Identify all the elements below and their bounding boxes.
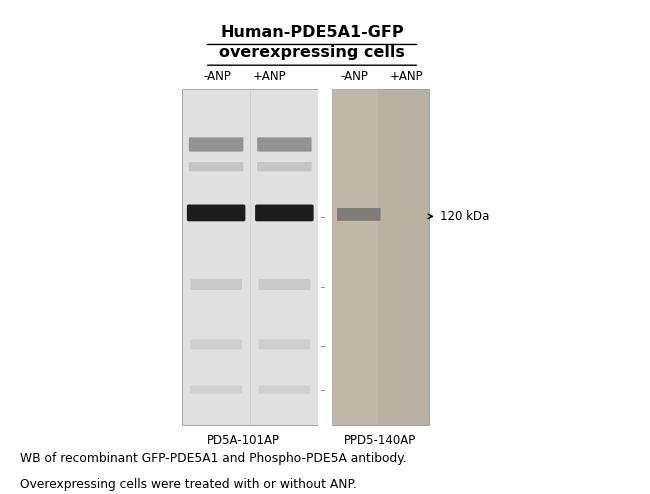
FancyBboxPatch shape — [257, 137, 311, 152]
Text: +ANP: +ANP — [253, 70, 287, 83]
Text: -ANP: -ANP — [341, 70, 368, 83]
Text: Overexpressing cells were treated with or without ANP.: Overexpressing cells were treated with o… — [20, 478, 356, 491]
Bar — [332, 89, 429, 425]
FancyBboxPatch shape — [255, 205, 313, 221]
FancyBboxPatch shape — [187, 205, 246, 221]
FancyBboxPatch shape — [190, 385, 242, 394]
FancyBboxPatch shape — [257, 162, 311, 171]
FancyBboxPatch shape — [337, 208, 381, 221]
FancyBboxPatch shape — [190, 339, 242, 349]
Bar — [182, 89, 318, 425]
Text: PD5A-101AP: PD5A-101AP — [207, 434, 280, 447]
Text: PPD5-140AP: PPD5-140AP — [344, 434, 417, 447]
Text: +ANP: +ANP — [389, 70, 423, 83]
FancyBboxPatch shape — [190, 279, 242, 290]
Text: -ANP: -ANP — [204, 70, 231, 83]
FancyBboxPatch shape — [259, 339, 310, 349]
FancyBboxPatch shape — [189, 137, 243, 152]
Text: WB of recombinant GFP-PDE5A1 and Phospho-PDE5A antibody.: WB of recombinant GFP-PDE5A1 and Phospho… — [20, 452, 406, 465]
Text: Human-PDE5A1-GFP: Human-PDE5A1-GFP — [220, 25, 404, 40]
Text: overexpressing cells: overexpressing cells — [219, 45, 405, 60]
FancyBboxPatch shape — [259, 385, 310, 394]
Bar — [332, 89, 378, 425]
FancyBboxPatch shape — [189, 162, 243, 171]
Text: 120 kDa: 120 kDa — [440, 210, 489, 223]
FancyBboxPatch shape — [259, 279, 310, 290]
